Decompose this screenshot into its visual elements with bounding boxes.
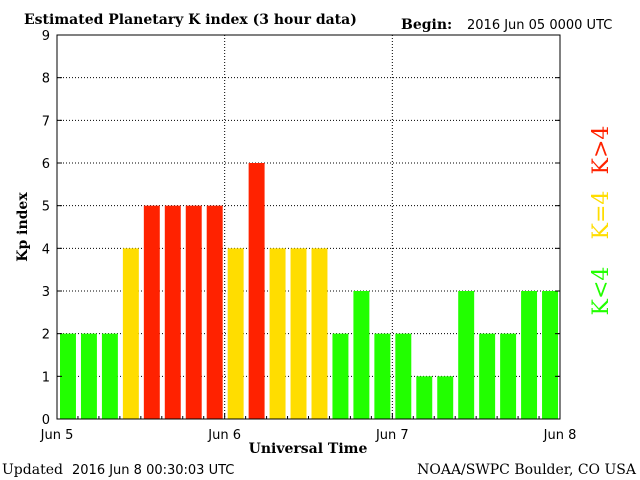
updated-label: Updated <box>2 462 63 478</box>
y-tick-label: 3 <box>42 285 50 300</box>
y-tick-label: 4 <box>42 242 50 257</box>
kp-bar <box>416 376 433 419</box>
x-axis-ticks: Jun 5 Jun 6 Jun 7 Jun 8 <box>40 413 577 443</box>
kp-bar <box>185 205 202 419</box>
kp-bar <box>311 248 328 419</box>
y-tick-label: 8 <box>42 72 50 87</box>
y-tick-label: 7 <box>42 114 50 129</box>
kp-bar <box>332 333 349 419</box>
kp-bar <box>164 205 181 419</box>
x-tick-label: Jun 7 <box>375 428 409 443</box>
x-tick-label: Jun 6 <box>207 428 241 443</box>
legend: K>4 K=4 K<4 <box>589 126 614 316</box>
bar-series <box>60 163 558 419</box>
x-axis-label: Universal Time <box>249 441 368 457</box>
x-tick-label: Jun 5 <box>40 428 74 443</box>
kp-bar <box>60 333 76 419</box>
kp-bar <box>227 248 244 419</box>
kp-bar <box>479 333 496 419</box>
kp-bar <box>542 291 558 419</box>
kp-bar <box>521 291 538 419</box>
y-axis-ticks: 0 1 2 3 4 5 6 7 8 9 <box>42 29 560 428</box>
kp-bar <box>437 376 454 419</box>
kp-bar <box>269 248 286 419</box>
grid-lines <box>57 35 560 419</box>
y-tick-label: 9 <box>42 29 50 44</box>
plot-area <box>57 35 560 419</box>
legend-below-4: K<4 <box>589 267 614 316</box>
kp-bar <box>395 333 412 419</box>
kp-bar <box>353 291 370 419</box>
y-axis-label: Kp index <box>15 192 31 262</box>
begin-value: 2016 Jun 05 0000 UTC <box>467 18 612 33</box>
kp-bar <box>143 205 160 419</box>
y-tick-label: 2 <box>42 328 50 343</box>
x-tick-label: Jun 8 <box>543 428 577 443</box>
y-tick-label: 0 <box>42 413 50 428</box>
y-tick-label: 6 <box>42 157 50 172</box>
kp-bar <box>500 333 517 419</box>
legend-equal-4: K=4 <box>589 191 614 240</box>
updated-value: 2016 Jun 8 00:30:03 UTC <box>72 463 234 478</box>
kp-bar <box>122 248 139 419</box>
chart-title: Estimated Planetary K index (3 hour data… <box>24 12 357 28</box>
source-credit: NOAA/SWPC Boulder, CO USA <box>417 462 637 478</box>
kp-bar <box>248 163 265 419</box>
y-tick-label: 5 <box>42 200 50 215</box>
begin-label: Begin: <box>401 17 452 33</box>
kp-bar <box>290 248 307 419</box>
kp-bar <box>80 333 97 419</box>
kp-bar <box>101 333 118 419</box>
kp-bar <box>374 333 391 419</box>
legend-above-4: K>4 <box>589 126 614 175</box>
kp-bar <box>458 291 475 419</box>
y-tick-label: 1 <box>42 370 50 385</box>
kp-bar <box>206 205 223 419</box>
